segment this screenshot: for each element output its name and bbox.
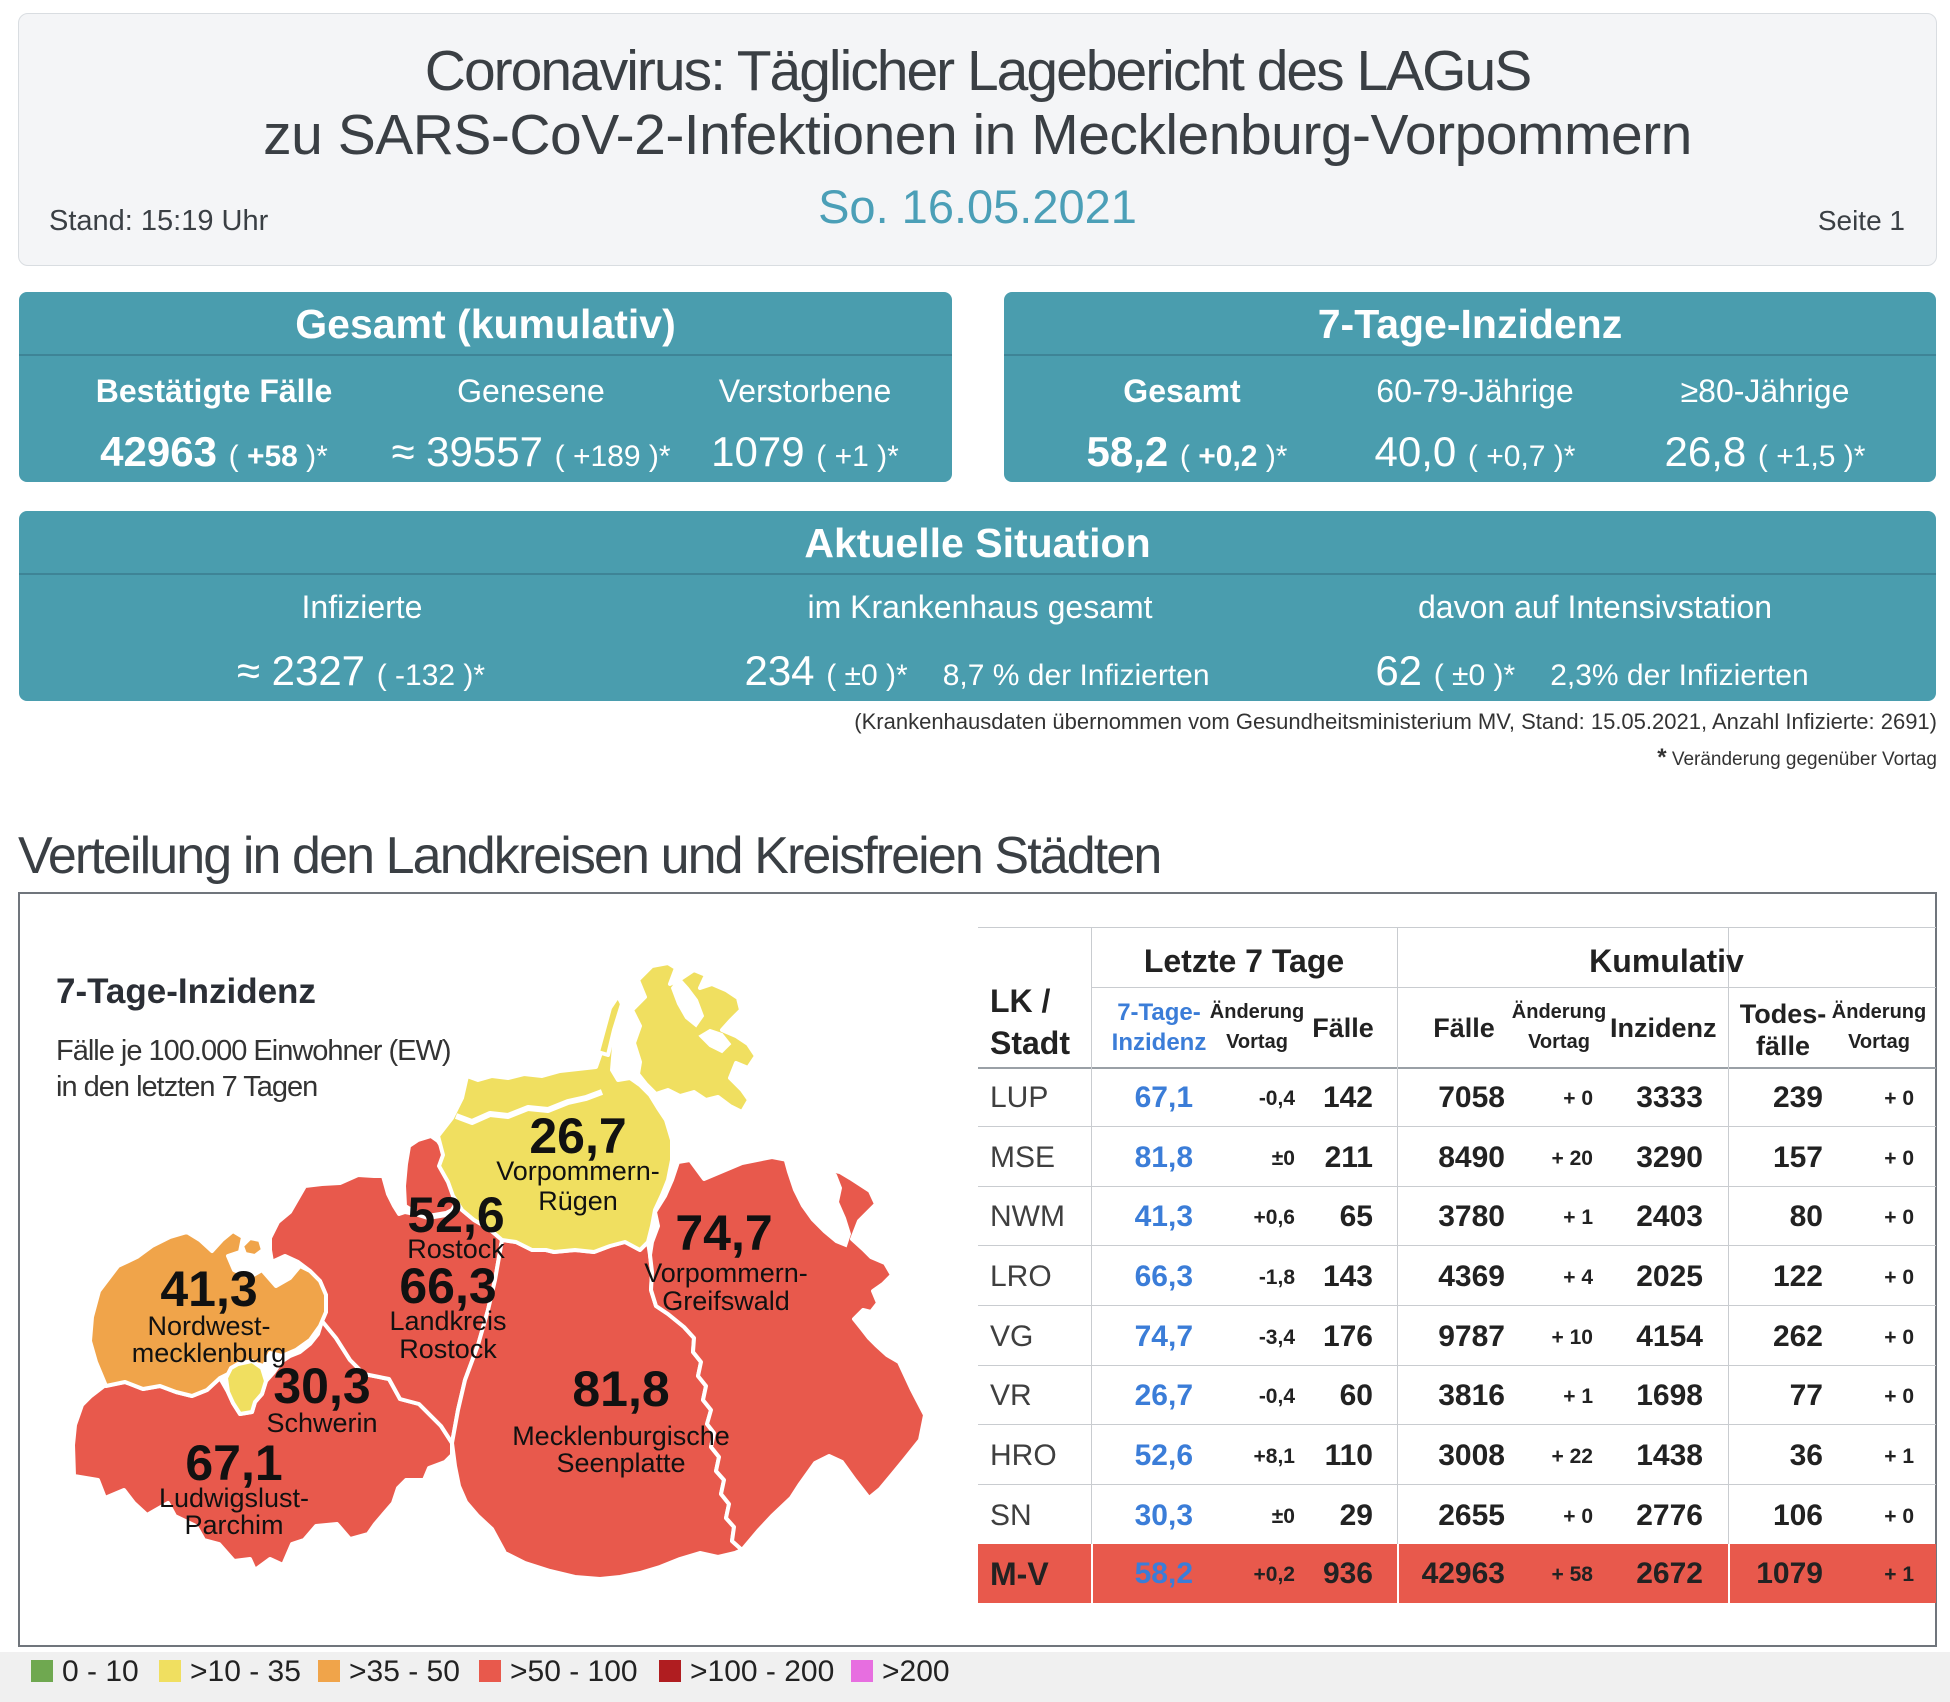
svg-text:Vorpommern-: Vorpommern- (496, 1156, 660, 1186)
svg-text:74,7: 74,7 (675, 1205, 772, 1261)
svg-text:mecklenburg: mecklenburg (132, 1338, 287, 1368)
svg-text:41,3: 41,3 (160, 1261, 257, 1317)
svg-text:66,3: 66,3 (399, 1258, 496, 1314)
svg-text:Seenplatte: Seenplatte (556, 1448, 685, 1478)
svg-text:Vorpommern-: Vorpommern- (644, 1258, 808, 1288)
svg-text:Rügen: Rügen (538, 1186, 618, 1216)
svg-text:67,1: 67,1 (185, 1435, 282, 1491)
svg-text:Landkreis: Landkreis (389, 1306, 506, 1336)
svg-text:81,8: 81,8 (572, 1361, 669, 1417)
svg-text:Schwerin: Schwerin (266, 1408, 377, 1438)
svg-text:Rostock: Rostock (399, 1334, 497, 1364)
svg-text:Nordwest-: Nordwest- (147, 1311, 270, 1341)
svg-text:Mecklenburgische: Mecklenburgische (512, 1421, 730, 1451)
svg-text:Greifswald: Greifswald (662, 1286, 790, 1316)
svg-text:30,3: 30,3 (273, 1358, 370, 1414)
svg-text:26,7: 26,7 (529, 1108, 626, 1164)
svg-text:52,6: 52,6 (407, 1187, 504, 1243)
svg-text:Parchim: Parchim (184, 1510, 283, 1540)
svg-text:Ludwigslust-: Ludwigslust- (159, 1483, 309, 1513)
svg-text:Rostock: Rostock (407, 1234, 505, 1264)
